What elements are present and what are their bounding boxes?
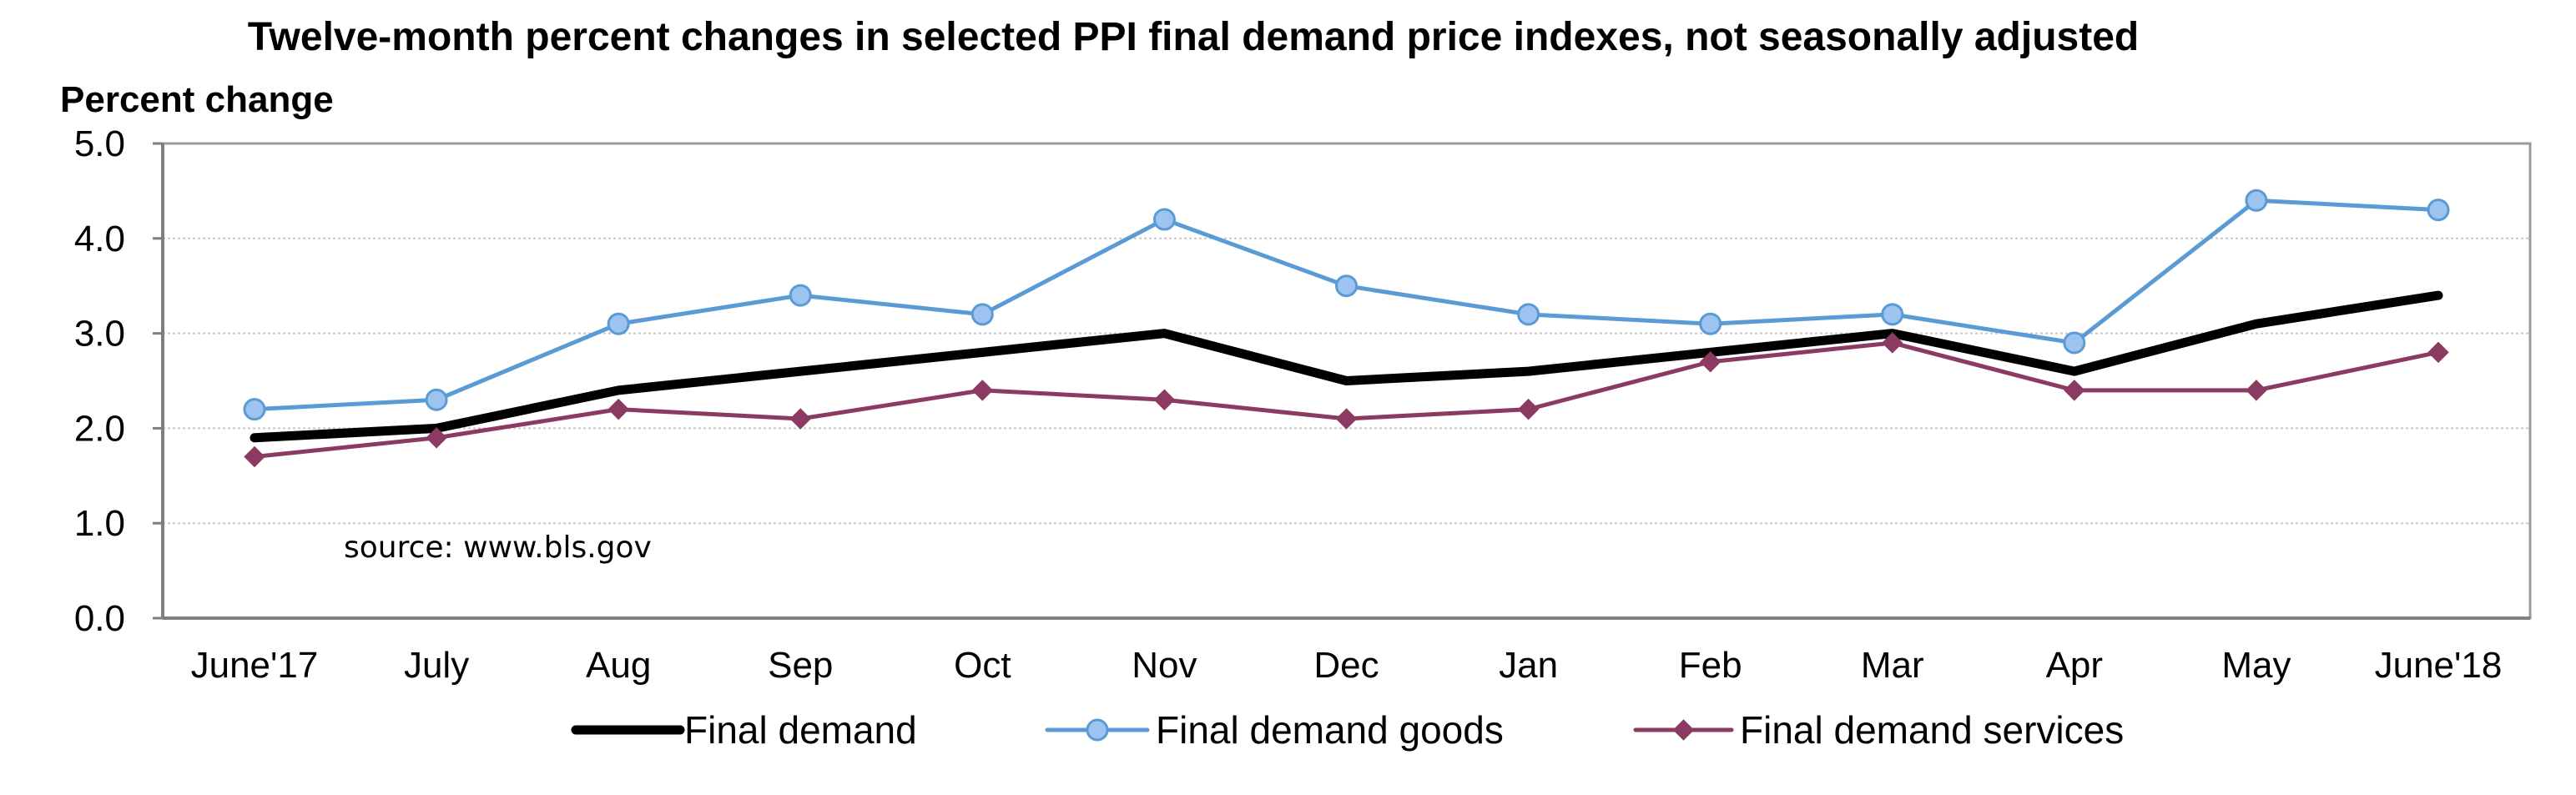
x-tick-label: Mar	[1861, 645, 1924, 686]
data-point	[1517, 398, 1540, 420]
data-point	[789, 284, 812, 307]
y-axis-label: Percent change	[60, 79, 334, 120]
data-point	[1882, 332, 1903, 354]
chart-title: Twelve-month percent changes in selected…	[248, 15, 2139, 59]
data-point	[2427, 341, 2449, 364]
legend: Final demand Final demand goods Final dema…	[571, 708, 2124, 752]
data-point	[1335, 408, 1358, 430]
data-point	[2064, 380, 2085, 401]
data-point	[970, 303, 994, 326]
data-point	[2063, 331, 2086, 355]
x-tick-label: Oct	[954, 645, 1011, 686]
x-tick-label: May	[2221, 645, 2291, 686]
legend-label: Final demand	[684, 708, 917, 752]
x-tick-label: June'18	[2375, 645, 2503, 686]
y-tick-label: 2.0	[74, 408, 125, 449]
data-point	[607, 398, 629, 420]
x-tick-label: Nov	[1132, 645, 1197, 686]
y-tick-label: 1.0	[74, 503, 125, 544]
x-tick-label: Jan	[1499, 645, 1558, 686]
legend-label: Final demand services	[1740, 708, 2124, 752]
y-tick-label: 0.0	[74, 598, 125, 639]
data-point	[2427, 199, 2450, 222]
legend-item[interactable]: Final demand goods	[1045, 708, 1504, 752]
data-point	[789, 408, 811, 430]
x-tick-label: June'17	[191, 645, 319, 686]
data-point	[971, 380, 994, 401]
data-point	[244, 445, 265, 468]
data-point	[1881, 303, 1904, 326]
data-point	[1699, 351, 1722, 373]
x-tick-label: Sep	[768, 645, 833, 686]
data-point	[2246, 380, 2267, 401]
legend-label: Final demand goods	[1156, 708, 1504, 752]
x-tick-label: Dec	[1313, 645, 1379, 686]
data-point	[607, 312, 630, 335]
x-tick-label: Feb	[1679, 645, 1742, 686]
y-tick-label: 4.0	[74, 219, 125, 259]
data-point	[1153, 389, 1176, 410]
plot-area: 0.0 1.0 2.0 3.0 4.0 5.0 June'17 July Aug Sep Oct No…	[74, 123, 2532, 686]
legend-marker	[1086, 718, 1109, 742]
data-point	[1152, 208, 1176, 231]
data-point	[1699, 312, 1722, 335]
y-tick-label: 3.0	[74, 314, 125, 355]
legend-item[interactable]: Final demand	[571, 708, 917, 752]
x-tick-label: July	[404, 645, 469, 686]
series-line-final-demand	[250, 290, 2443, 443]
x-tick-label: Aug	[586, 645, 651, 686]
data-point	[425, 388, 448, 411]
y-tick-label: 5.0	[74, 123, 125, 164]
data-point	[426, 427, 447, 449]
source-annotation: source: www.bls.gov	[344, 531, 652, 565]
legend-item[interactable]: Final demand services	[1633, 708, 2124, 752]
legend-marker	[1672, 719, 1695, 741]
x-tick-label: Apr	[2046, 645, 2103, 686]
data-point	[2245, 189, 2268, 212]
data-point	[1335, 274, 1358, 298]
data-point	[243, 398, 266, 421]
data-point	[1517, 303, 1540, 326]
